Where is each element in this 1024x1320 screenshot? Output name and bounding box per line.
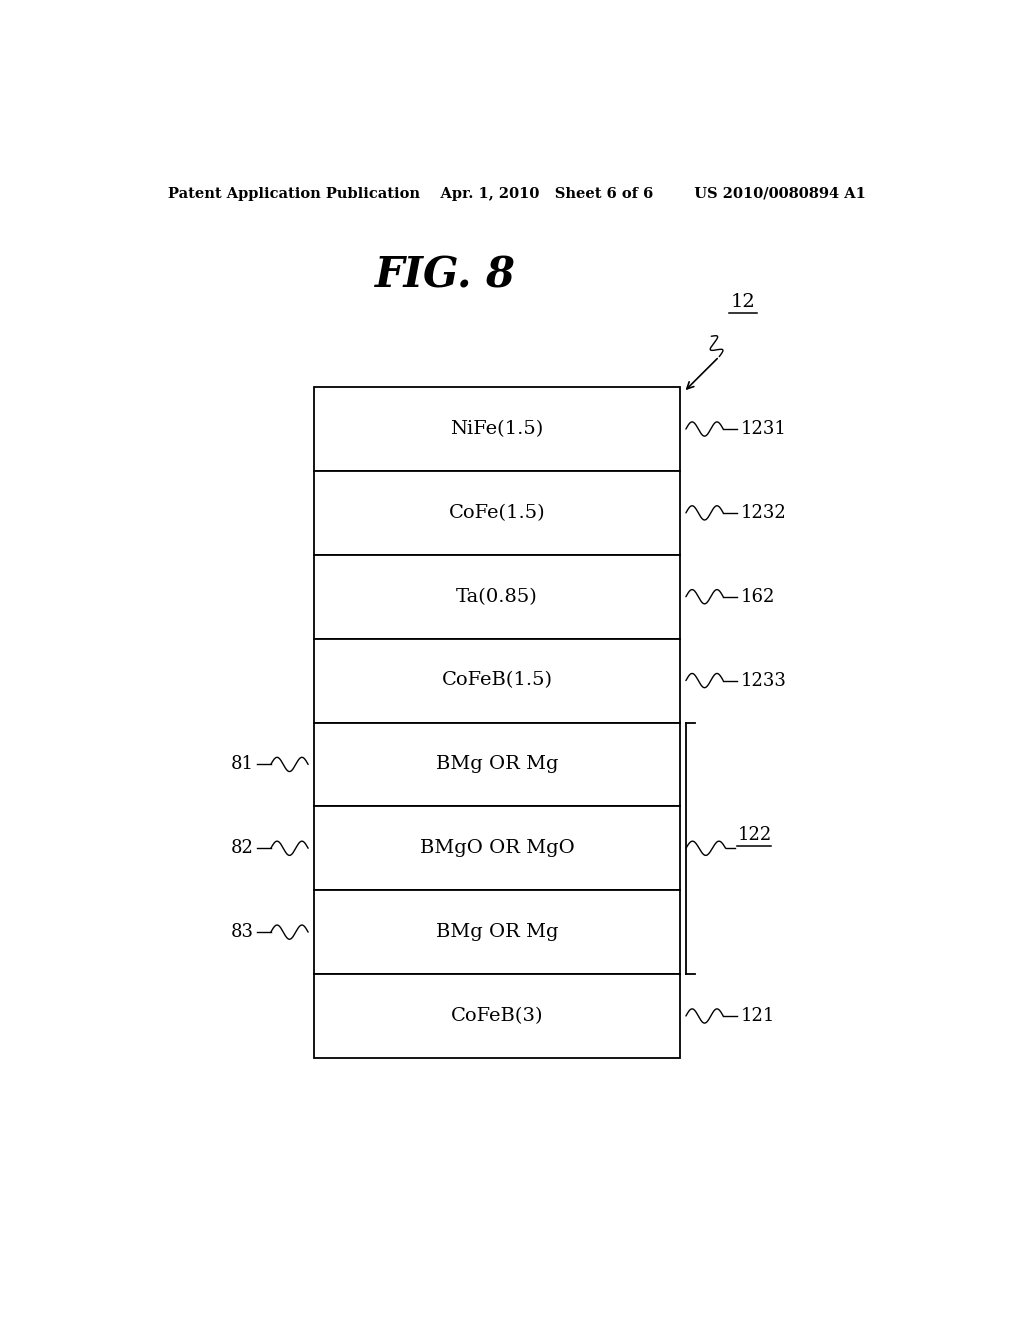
Text: 1233: 1233 — [740, 672, 786, 689]
Bar — [314, 387, 680, 471]
Text: Patent Application Publication    Apr. 1, 2010   Sheet 6 of 6        US 2010/008: Patent Application Publication Apr. 1, 2… — [168, 187, 865, 201]
Text: CoFe(1.5): CoFe(1.5) — [449, 504, 546, 521]
Text: Ta(0.85): Ta(0.85) — [456, 587, 538, 606]
Text: NiFe(1.5): NiFe(1.5) — [451, 420, 544, 438]
Text: BMg OR Mg: BMg OR Mg — [436, 923, 558, 941]
Text: 121: 121 — [740, 1007, 775, 1026]
Bar — [314, 722, 680, 807]
Bar — [314, 639, 680, 722]
Text: 122: 122 — [737, 826, 772, 845]
Bar — [314, 890, 680, 974]
Text: 82: 82 — [230, 840, 253, 857]
Text: CoFeB(3): CoFeB(3) — [451, 1007, 544, 1026]
Text: CoFeB(1.5): CoFeB(1.5) — [441, 672, 553, 689]
Text: 83: 83 — [230, 923, 253, 941]
Text: 81: 81 — [230, 755, 253, 774]
Bar — [314, 974, 680, 1057]
Text: BMgO OR MgO: BMgO OR MgO — [420, 840, 574, 857]
Text: 162: 162 — [740, 587, 775, 606]
Text: FIG. 8: FIG. 8 — [375, 255, 516, 296]
Text: BMg OR Mg: BMg OR Mg — [436, 755, 558, 774]
Bar — [314, 807, 680, 890]
Bar — [314, 471, 680, 554]
Text: 1232: 1232 — [740, 504, 786, 521]
Bar — [314, 554, 680, 639]
Text: 1231: 1231 — [740, 420, 786, 438]
Text: 12: 12 — [731, 293, 756, 312]
